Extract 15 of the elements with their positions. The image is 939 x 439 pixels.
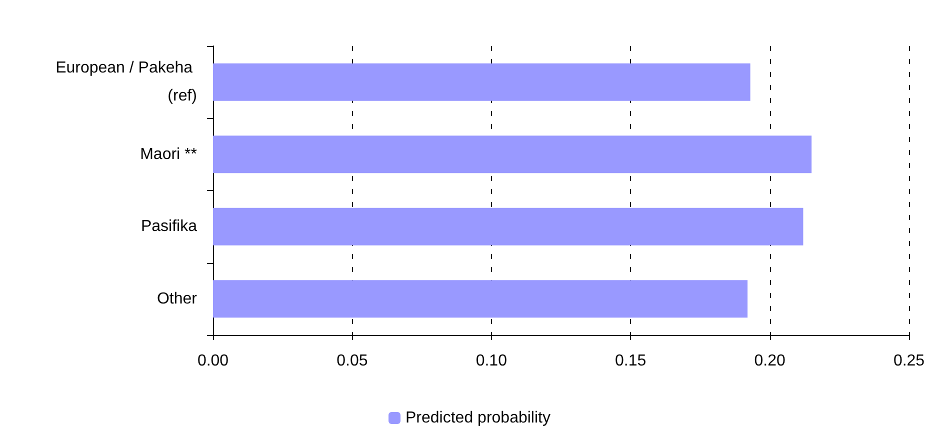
- x-tick-label: 0.15: [615, 352, 646, 370]
- bar: [213, 280, 748, 318]
- y-tick-label: Other: [156, 290, 198, 308]
- x-tick-label: 0.25: [893, 352, 925, 370]
- bar: [213, 136, 812, 174]
- y-tick-label: Maori **: [140, 146, 197, 163]
- x-tick-label: 0.00: [197, 352, 229, 370]
- legend-label: Predicted probability: [406, 410, 550, 426]
- bar: [213, 208, 804, 246]
- x-tick-label: 0.05: [336, 352, 368, 370]
- x-tick-label: 0.10: [476, 352, 508, 370]
- y-tick-label: Pasifika: [140, 218, 198, 236]
- x-tick-label: 0.20: [754, 352, 786, 370]
- y-tick-label: European / Pakeha (ref): [56, 60, 197, 105]
- bar: [213, 63, 750, 101]
